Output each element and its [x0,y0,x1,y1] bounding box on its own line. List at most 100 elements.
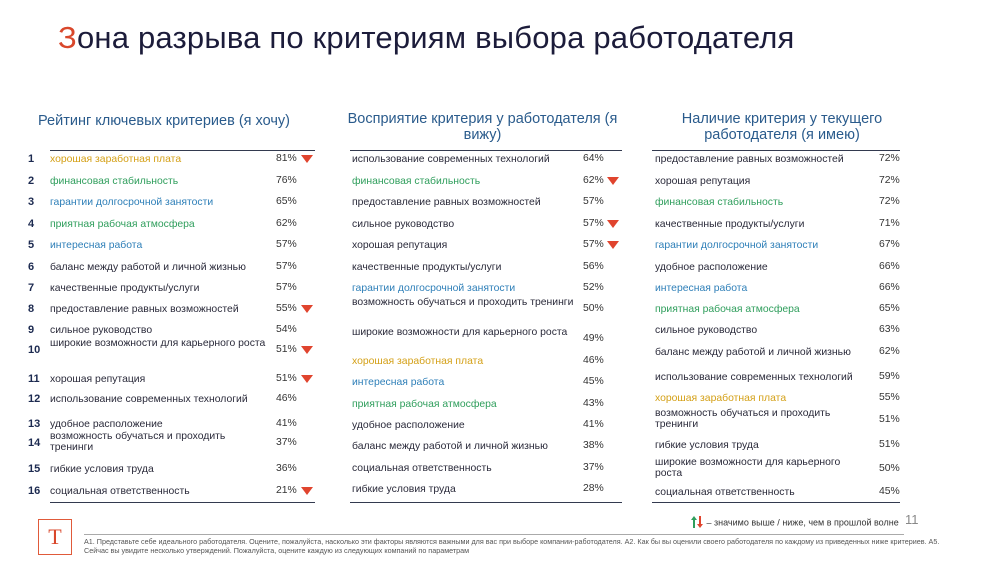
criterion-label: баланс между работой и личной жизнью [655,347,851,358]
table-row: 13 удобное расположение 41% [0,415,1000,434]
table-row: финансовая стабильность 62% [0,172,1000,191]
criterion-percent: 21% [276,485,297,496]
criterion-percent: 65% [879,303,900,314]
criterion-percent: 66% [879,282,900,293]
legend: – значимо выше / ниже, чем в прошлой вол… [690,515,899,531]
table-row: 4 приятная рабочая атмосфера 62% [0,215,1000,234]
table-row: гарантии долгосрочной занятости 67% [0,236,1000,255]
criterion-label: хорошая репутация [655,176,751,187]
footer-divider [84,534,904,535]
rank-number: 9 [28,324,35,336]
criterion-percent: 59% [879,371,900,382]
down-triangle-icon [301,305,313,313]
table-row: 8 предоставление равных возможностей 55% [0,300,1000,319]
criterion-label: приятная рабочая атмосфера [50,219,195,230]
criterion-label: гибкие условия труда [655,440,759,451]
criterion-percent: 76% [276,175,297,186]
criterion-label: интересная работа [352,377,445,388]
table-row: качественные продукты/услуги 71% [0,215,1000,234]
criterion-percent: 49% [583,333,604,344]
criterion-percent: 38% [583,440,604,451]
criterion-percent: 66% [879,261,900,272]
criterion-percent: 71% [879,218,900,229]
table-row: 15 гибкие условия труда 36% [0,460,1000,479]
criterion-label: хорошая репутация [50,374,146,385]
rank-number: 16 [28,485,41,497]
criterion-percent: 72% [879,153,900,164]
table-row: финансовая стабильность 72% [0,193,1000,212]
table-row: приятная рабочая атмосфера 65% [0,300,1000,319]
table-row: использование современных технологий 59% [0,368,1000,387]
table-row: социальная ответственность 37% [0,459,1000,478]
rank-number: 10 [28,344,41,356]
criterion-percent: 62% [879,346,900,357]
column-header-have: Наличие критерия у текущего работодателя… [681,111,883,143]
table-row: сильное руководство 57% [0,215,1000,234]
criterion-label: хорошая заработная плата [352,356,484,367]
header-underline [652,150,900,151]
table-row: 7 качественные продукты/услуги 57% [0,279,1000,298]
criterion-label: использование современных технологий [50,394,248,405]
criterion-percent: 37% [276,437,297,448]
page-title: Зона разрыва по критериям выбора работод… [58,20,795,56]
criterion-percent: 57% [276,282,297,293]
criterion-label: возможность обучаться и проходить тренин… [50,431,226,453]
table-bottom-line [350,502,622,503]
down-triangle-icon [301,155,313,163]
criterion-percent: 45% [879,486,900,497]
rank-number: 6 [28,261,35,273]
footnote: А1. Представьте себе идеального работода… [84,537,940,555]
table-row: 5 интересная работа 57% [0,236,1000,255]
criterion-percent: 62% [276,218,297,229]
criterion-percent: 41% [276,418,297,429]
criterion-label: качественные продукты/услуги [50,283,200,294]
criterion-label: интересная работа [655,283,748,294]
criterion-label: финансовая стабильность [50,176,179,187]
criterion-percent: 51% [276,373,297,384]
criterion-label: гибкие условия труда [352,484,456,495]
criterion-label: баланс между работой и личной жизнью [352,441,548,452]
company-logo: Т [38,519,72,555]
criterion-label: гарантии долгосрочной занятости [50,197,214,208]
table-row: 1 хорошая заработная плата 81% [0,150,1000,169]
criterion-percent: 41% [583,419,604,430]
criterion-label: приятная рабочая атмосфера [352,399,497,410]
table-row: интересная работа 66% [0,279,1000,298]
page-number: 11 [905,512,919,527]
title-rest: она разрыва по критериям выбора работода… [76,20,795,55]
table-row: 2 финансовая стабильность 76% [0,172,1000,191]
criterion-label: сильное руководство [655,325,758,336]
criterion-label: гибкие условия труда [50,464,154,475]
table-row: сильное руководство 63% [0,321,1000,340]
title-first-letter: З [58,20,77,55]
criterion-label: социальная ответственность [50,486,190,497]
table-row: предоставление равных возможностей 72% [0,150,1000,169]
criterion-label: гарантии долгосрочной занятости [352,283,516,294]
table-row: возможность обучаться и проходить тренин… [0,297,1000,319]
table-row: широкие возможности для карьерного роста… [0,327,1000,349]
rank-number: 15 [28,463,41,475]
criterion-percent: 57% [583,196,604,207]
table-row: 3 гарантии долгосрочной занятости 65% [0,193,1000,212]
header-underline [350,150,622,151]
criterion-percent: 46% [583,355,604,366]
table-row: приятная рабочая атмосфера 43% [0,395,1000,414]
down-triangle-icon [301,375,313,383]
down-triangle-icon [301,487,313,495]
table-row: возможность обучаться и проходить тренин… [0,408,1000,430]
table-row: удобное расположение 66% [0,258,1000,277]
down-triangle-icon [607,241,619,249]
criterion-label: качественные продукты/услуги [352,262,502,273]
table-row: широкие возможности для карьерного роста… [0,457,1000,479]
criterion-label: широкие возможности для карьерного роста [50,338,266,349]
criterion-label: хорошая заработная плата [655,393,787,404]
criterion-percent: 37% [583,462,604,473]
criterion-label: финансовая стабильность [655,197,784,208]
criterion-label: удобное расположение [50,419,163,430]
table-row: 6 баланс между работой и личной жизнью 57% [0,258,1000,277]
criterion-percent: 52% [583,282,604,293]
header-underline [50,150,315,151]
criterion-label: широкие возможности для карьерного роста [655,457,841,479]
table-row: 14 возможность обучаться и проходить трен… [0,431,1000,453]
criterion-label: предоставление равных возможностей [352,197,541,208]
